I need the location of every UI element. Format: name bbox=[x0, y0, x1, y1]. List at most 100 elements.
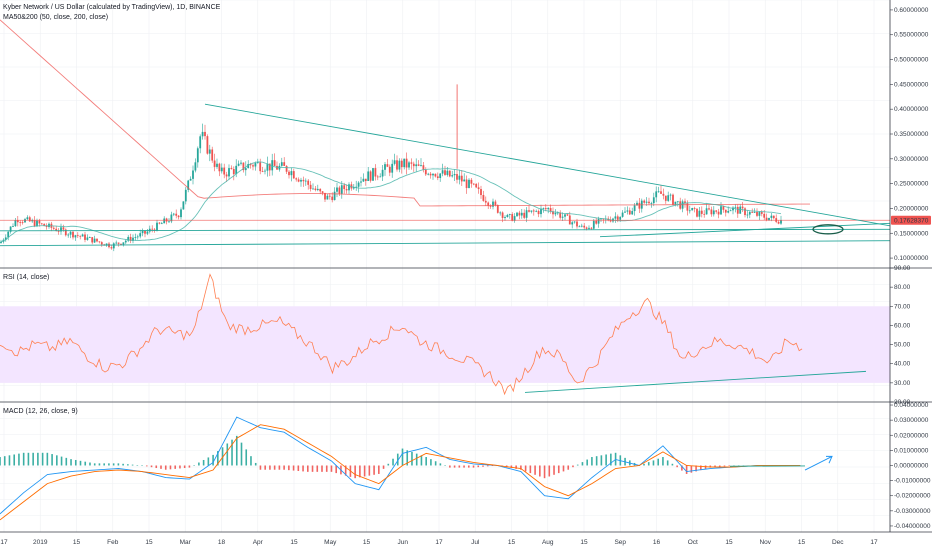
macd-bar bbox=[226, 443, 228, 465]
macd-bar bbox=[728, 465, 730, 466]
macd-bar bbox=[198, 463, 200, 466]
candle-body bbox=[418, 164, 420, 165]
candle-body bbox=[27, 217, 29, 219]
candle-body bbox=[228, 168, 230, 176]
macd-bar bbox=[449, 465, 451, 467]
macd-bar bbox=[75, 460, 77, 466]
candle-body bbox=[430, 174, 432, 176]
candle-body bbox=[579, 226, 581, 227]
macd-bar bbox=[316, 465, 318, 471]
chart-title: Kyber Network / US Dollar (calculated by… bbox=[3, 4, 221, 11]
candle-body bbox=[142, 231, 144, 233]
candle-body bbox=[199, 136, 201, 148]
macd-bar bbox=[264, 465, 266, 469]
candle-body bbox=[245, 168, 247, 170]
candle-body bbox=[317, 189, 319, 190]
candle-body bbox=[677, 201, 679, 202]
macd-bar bbox=[468, 465, 470, 467]
candle-body bbox=[595, 221, 597, 224]
candle-body bbox=[219, 164, 221, 172]
candle-body bbox=[255, 163, 257, 166]
candle-body bbox=[706, 208, 708, 214]
candle-body bbox=[550, 208, 552, 211]
macd-bar bbox=[146, 465, 148, 466]
macd-bar bbox=[118, 463, 120, 465]
macd-bar bbox=[28, 453, 30, 466]
candle-body bbox=[382, 170, 384, 177]
x-tick-label: Nov bbox=[759, 539, 771, 546]
candle-body bbox=[432, 174, 434, 176]
candle-body bbox=[408, 162, 410, 167]
candle-body bbox=[53, 228, 55, 229]
macd-bar bbox=[170, 465, 172, 469]
macd-bar bbox=[676, 465, 678, 467]
candle-body bbox=[665, 196, 667, 201]
y-tick-label: 0.35000000 bbox=[894, 131, 929, 138]
macd-bar bbox=[686, 465, 688, 473]
macd-bar bbox=[672, 464, 674, 466]
candle-body bbox=[720, 206, 722, 214]
candle-body bbox=[163, 219, 165, 224]
candle-body bbox=[377, 177, 379, 178]
candle-body bbox=[264, 171, 266, 172]
candle-body bbox=[72, 232, 74, 238]
candle-body bbox=[413, 164, 415, 166]
macd-bar bbox=[591, 457, 593, 465]
candle-body bbox=[526, 210, 528, 218]
candle-body bbox=[183, 201, 185, 209]
y-tick-label: 0.45000000 bbox=[894, 81, 929, 88]
candle-body bbox=[730, 210, 732, 211]
macd-bar bbox=[84, 462, 86, 466]
candle-body bbox=[629, 210, 631, 214]
candle-body bbox=[648, 202, 650, 203]
candle-body bbox=[211, 149, 213, 160]
trendline[interactable] bbox=[0, 241, 890, 246]
macd-bar bbox=[563, 465, 565, 471]
candle-body bbox=[240, 163, 242, 164]
rsi-pane[interactable] bbox=[0, 274, 890, 394]
candle-body bbox=[343, 185, 345, 189]
candle-body bbox=[195, 162, 197, 170]
candle-body bbox=[701, 211, 703, 214]
macd-pane[interactable] bbox=[0, 417, 832, 520]
y-tick-label: 50.00 bbox=[894, 342, 911, 349]
candle-body bbox=[288, 172, 290, 175]
candle-body bbox=[735, 207, 737, 208]
y-tick-label: 0.30000000 bbox=[894, 156, 929, 163]
macd-bar bbox=[236, 436, 238, 466]
candle-body bbox=[312, 189, 314, 190]
macd-bar bbox=[80, 461, 82, 466]
macd-bar bbox=[482, 465, 484, 466]
macd-bar bbox=[0, 457, 1, 465]
macd-bar bbox=[260, 465, 262, 469]
candle-body bbox=[387, 164, 389, 167]
candle-body bbox=[483, 195, 485, 201]
candle-body bbox=[696, 209, 698, 217]
macd-bar bbox=[99, 463, 101, 465]
candle-body bbox=[307, 181, 309, 185]
candle-body bbox=[675, 202, 677, 205]
y-axis-ticks: 0.600000000.550000000.500000000.45000000… bbox=[890, 7, 931, 530]
candle-body bbox=[615, 216, 617, 218]
candle-body bbox=[125, 241, 127, 243]
x-tick-label: Apr bbox=[253, 539, 264, 546]
candle-body bbox=[744, 208, 746, 215]
candle-body bbox=[327, 196, 329, 200]
candle-body bbox=[747, 215, 749, 216]
x-tick-label: Jul bbox=[471, 539, 480, 546]
candle-body bbox=[468, 180, 470, 188]
y-tick-label: 0.55000000 bbox=[894, 32, 929, 39]
candle-body bbox=[262, 171, 264, 172]
candle-body bbox=[780, 220, 782, 223]
x-tick-label: 17 bbox=[870, 539, 878, 546]
macd-bar bbox=[411, 452, 413, 466]
arrow-icon[interactable] bbox=[805, 456, 832, 470]
x-tick-label: Sep bbox=[614, 539, 626, 546]
candle-body bbox=[497, 205, 499, 213]
price-pane[interactable] bbox=[0, 20, 890, 251]
candle-body bbox=[471, 180, 473, 184]
macd-bar bbox=[402, 449, 404, 466]
candle-body bbox=[588, 228, 590, 229]
